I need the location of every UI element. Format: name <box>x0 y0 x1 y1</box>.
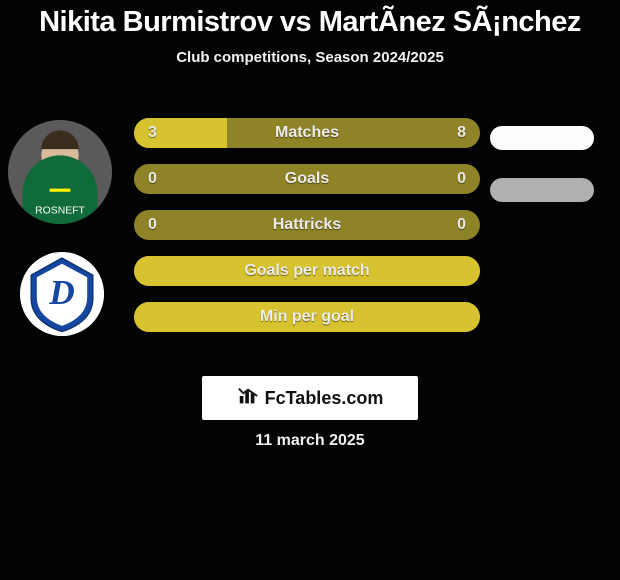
stat-label: Hattricks <box>134 216 480 234</box>
stat-label: Goals per match <box>134 262 480 280</box>
page-title: Nikita Burmistrov vs MartÃ­nez SÃ¡nchez <box>0 0 620 39</box>
stat-row-matches: 3 Matches 8 <box>134 118 480 148</box>
stat-row-goals: 0 Goals 0 <box>134 164 480 194</box>
stat-right-value: 0 <box>457 170 466 188</box>
player-avatar: ROSNEFT <box>8 120 112 224</box>
right-pill-2 <box>490 178 594 202</box>
generated-date: 11 march 2025 <box>0 432 620 450</box>
fctables-badge[interactable]: FcTables.com <box>202 376 418 420</box>
stat-label: Min per goal <box>134 308 480 326</box>
page-subtitle: Club competitions, Season 2024/2025 <box>0 49 620 66</box>
svg-text:ROSNEFT: ROSNEFT <box>35 206 85 217</box>
club-badge: D <box>20 252 104 336</box>
avatar-column: ROSNEFT D <box>8 120 118 364</box>
stat-label: Matches <box>134 124 480 142</box>
stat-right-value: 8 <box>457 124 466 142</box>
right-pill-1 <box>490 126 594 150</box>
stat-label: Goals <box>134 170 480 188</box>
svg-text:D: D <box>48 273 74 312</box>
chart-icon <box>237 385 259 412</box>
stat-row-hattricks: 0 Hattricks 0 <box>134 210 480 240</box>
fctables-label: FcTables.com <box>265 388 384 409</box>
stat-row-min-per-goal: Min per goal <box>134 302 480 332</box>
stats-panel: 3 Matches 8 0 Goals 0 0 Hattricks 0 Goal… <box>134 118 480 348</box>
stat-row-goals-per-match: Goals per match <box>134 256 480 286</box>
stat-right-value: 0 <box>457 216 466 234</box>
